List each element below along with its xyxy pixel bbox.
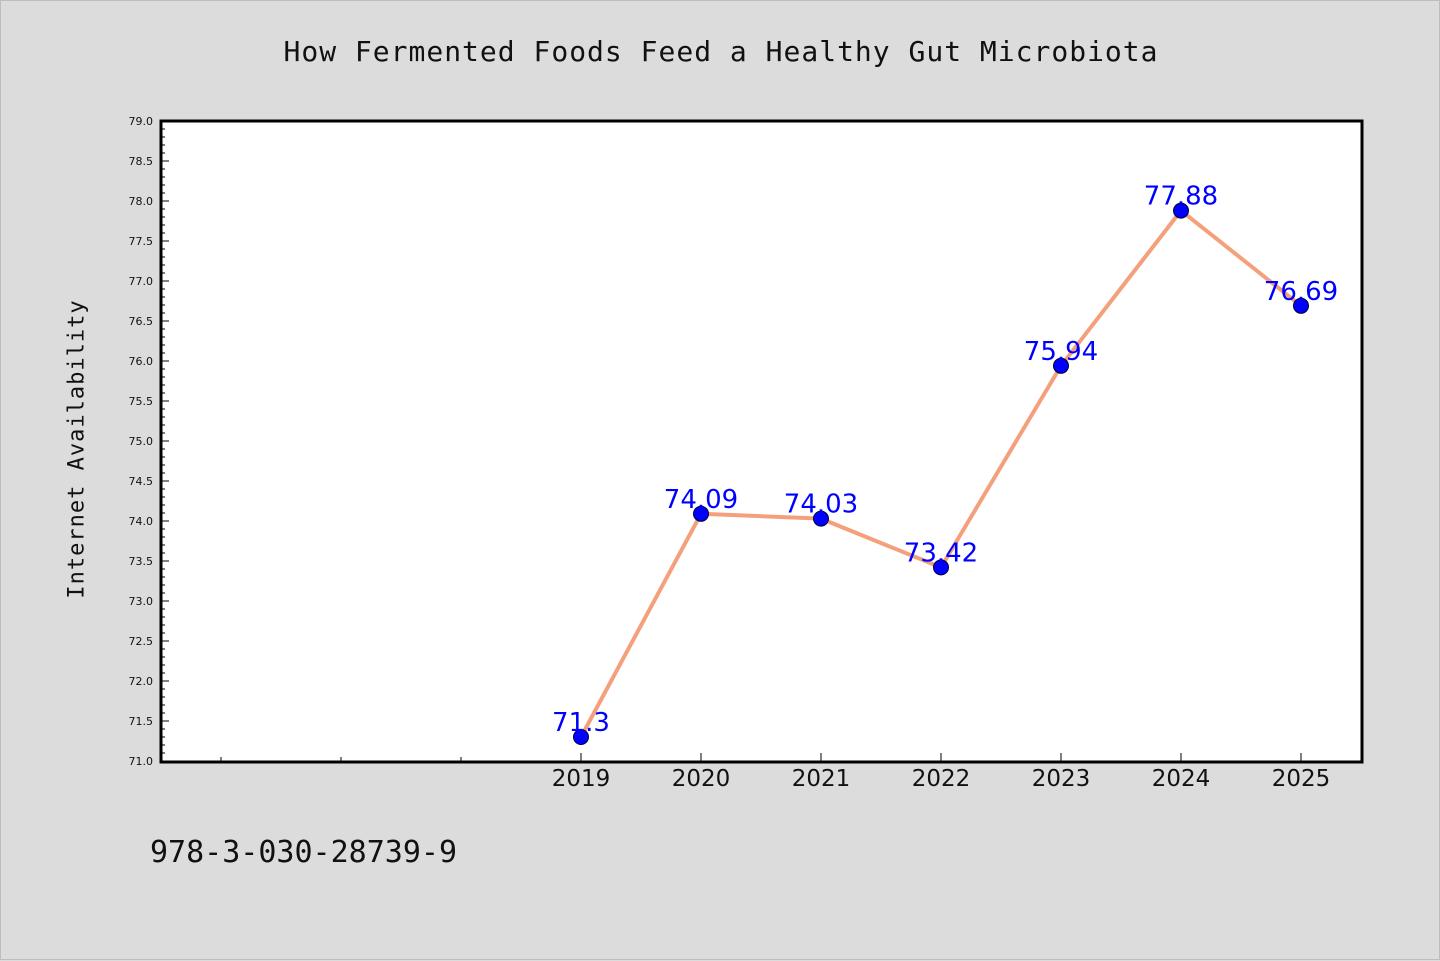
x-tick-label: 2025 xyxy=(1272,766,1331,792)
series-layer: 71.3 74.09 74.03 73.42 75.94 77.88 76.69 xyxy=(552,182,1338,745)
x-tick-label: 2020 xyxy=(672,766,731,792)
y-tick-label: 79.0 xyxy=(129,115,154,128)
y-tick-label: 75.0 xyxy=(129,435,154,448)
plot-border xyxy=(159,119,1364,764)
y-tick-label: 78.0 xyxy=(129,195,154,208)
data-point-marker xyxy=(1053,357,1069,374)
plot-area xyxy=(161,121,1362,762)
y-tick-label: 73.0 xyxy=(129,595,154,608)
data-point-marker xyxy=(1173,202,1189,219)
axis-ticks: 71.0 71.5 72.0 72.5 73.0 73.5 74.0 74.5 75.0 75.5… xyxy=(129,115,1331,792)
x-tick-label: 2024 xyxy=(1152,766,1211,792)
y-tick-label: 72.0 xyxy=(129,675,154,688)
data-point-marker xyxy=(1293,297,1309,314)
y-tick-label: 71.0 xyxy=(129,755,154,768)
isbn-text: 978-3-030-28739-9 xyxy=(150,835,458,870)
x-tick-label: 2022 xyxy=(912,766,971,792)
y-tick-label: 77.0 xyxy=(129,275,154,288)
data-point-marker xyxy=(693,505,709,522)
y-tick-label: 76.5 xyxy=(129,315,154,328)
x-tick-label: 2021 xyxy=(792,766,851,792)
data-label: 74.09 xyxy=(664,485,738,515)
y-tick-label: 74.0 xyxy=(129,515,154,528)
data-point-marker xyxy=(573,729,589,745)
x-tick-label: 2023 xyxy=(1032,766,1091,792)
data-label: 76.69 xyxy=(1264,277,1338,307)
data-label: 74.03 xyxy=(784,490,858,520)
y-tick-label: 74.5 xyxy=(129,475,154,488)
data-label: 71.3 xyxy=(552,708,610,738)
y-tick-label: 73.5 xyxy=(129,555,154,568)
y-tick-label: 77.5 xyxy=(129,235,154,248)
data-point-marker xyxy=(813,510,829,527)
data-label: 77.88 xyxy=(1144,182,1218,212)
y-tick-label: 75.5 xyxy=(129,395,154,408)
data-label: 73.42 xyxy=(904,538,978,568)
x-tick-label: 2019 xyxy=(552,766,611,792)
y-tick-label: 71.5 xyxy=(129,715,154,728)
y-tick-label: 76.0 xyxy=(129,355,154,368)
data-point-marker xyxy=(933,559,949,576)
chart-title: How Fermented Foods Feed a Healthy Gut M… xyxy=(283,35,1159,68)
data-label: 75.94 xyxy=(1024,337,1098,367)
y-tick-label: 72.5 xyxy=(129,635,154,648)
y-tick-label: 78.5 xyxy=(129,155,154,168)
